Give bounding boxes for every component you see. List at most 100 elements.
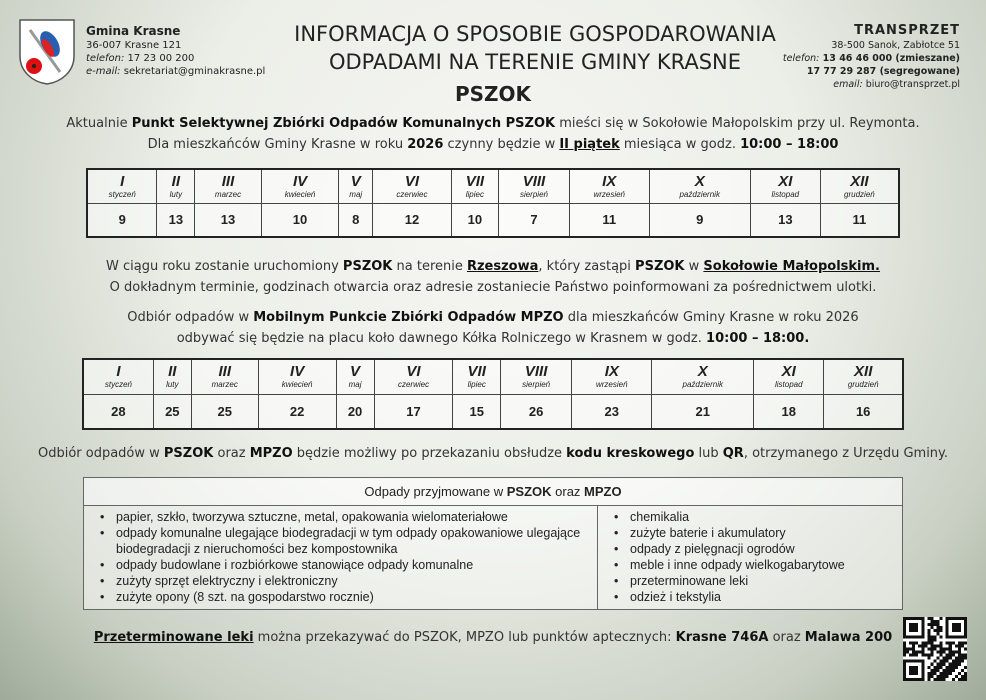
- month-name: grudzień: [847, 380, 879, 390]
- day-cell: 10: [260, 202, 340, 238]
- month-roman: III: [221, 172, 235, 190]
- day-cell: 20: [335, 393, 375, 430]
- month-name: listopad: [771, 189, 800, 199]
- title-line-1: INFORMACJA O SPOSOBIE GOSPODAROWANIA: [294, 22, 776, 46]
- month-roman: VIII: [522, 172, 546, 190]
- text: czynny będzie w: [443, 137, 560, 152]
- mpzo-text: Odbiór odpadów w Mobilnym Punkcie Zbiórk…: [0, 307, 986, 328]
- month-header: III marzec: [190, 358, 259, 395]
- month-header: VIII sierpień: [499, 358, 573, 395]
- text: odbywać się będzie na placu koło dawnego…: [176, 331, 707, 346]
- gmina-email: sekretariat@gminakrasne.pl: [120, 66, 266, 77]
- month-header: VI czerwiec: [373, 358, 454, 395]
- month-header: XII grudzień: [819, 168, 900, 204]
- month-header: II luty: [156, 168, 196, 204]
- text-bold: Krasne 746A: [675, 630, 769, 645]
- waste-item: papier, szkło, tworzywa sztuczne, metal,…: [84, 509, 597, 525]
- month-header: IX wrzesień: [568, 168, 650, 204]
- text: , który zastąpi: [538, 259, 636, 274]
- waste-item: odpady budowlane i rozbiórkowe stanowiąc…: [84, 557, 597, 573]
- day-cell: 7: [498, 202, 570, 238]
- month-roman: VII: [465, 172, 485, 190]
- waste-item: zużyte opony (8 szt. na gospodarstwo roc…: [84, 589, 597, 605]
- month-header: II luty: [152, 358, 192, 395]
- day-cell: 9: [86, 202, 158, 238]
- month-name: styczeń: [108, 189, 136, 199]
- text-bold: 10:00 – 18:00.: [706, 331, 810, 346]
- gmina-contact: Gmina Krasne 36-007 Krasne 121 telefon: …: [86, 24, 265, 78]
- text: mieści się w Sokołowie Małopolskim przy …: [555, 116, 920, 131]
- email-label: email:: [833, 79, 863, 90]
- month-roman: XI: [781, 363, 796, 381]
- qr-code: [903, 617, 967, 681]
- month-roman: I: [116, 363, 121, 381]
- month-roman: XII: [850, 172, 869, 190]
- month-header: VI czerwiec: [372, 168, 452, 204]
- phone-mixed: 13 46 46 000 (zmieszane): [819, 53, 960, 64]
- waste-item: meble i inne odpady wielkogabarytowe: [598, 557, 902, 573]
- month-roman: VI: [406, 363, 421, 381]
- text-bold: Punkt Selektywnej Zbiórki Odpadów Komuna…: [131, 116, 556, 131]
- month-header: IV kwiecień: [260, 168, 340, 204]
- month-roman: II: [168, 363, 177, 381]
- text-bold: Sokołowie Małopolskim.: [703, 259, 880, 274]
- accepted-waste-header: Odpady przyjmowane w PSZOK oraz MPZO: [84, 478, 902, 506]
- day-cell: 18: [753, 393, 825, 430]
- day-cell: 22: [257, 393, 337, 430]
- day-cell: 11: [819, 202, 900, 238]
- text-bold: PSZOK: [506, 484, 552, 499]
- month-header: XII grudzień: [823, 358, 904, 395]
- day-cell: 21: [651, 393, 755, 430]
- day-cell: 26: [499, 393, 573, 430]
- day-cell: 10: [450, 202, 500, 238]
- day-cell: 25: [152, 393, 192, 430]
- day-cell: 28: [82, 393, 154, 430]
- text-bold: PSZOK: [163, 446, 214, 461]
- day-cell: 8: [338, 202, 374, 238]
- text-bold: II piątek: [559, 137, 620, 152]
- mpzo-place-text: odbywać się będzie na placu koło dawnego…: [0, 328, 986, 349]
- waste-item: zużyte baterie i akumulatory: [598, 525, 902, 541]
- month-name: październik: [682, 380, 723, 390]
- text: na terenie: [392, 259, 467, 274]
- month-header: VII lipiec: [452, 358, 501, 395]
- month-name: wrzesień: [593, 189, 626, 199]
- text-bold: Rzeszowa: [466, 259, 539, 274]
- month-name: maj: [349, 189, 363, 199]
- month-header: VIII sierpień: [498, 168, 570, 204]
- day-cell: 16: [823, 393, 904, 430]
- month-name: grudzień: [844, 189, 875, 199]
- day-cell: 17: [373, 393, 454, 430]
- month-name: luty: [169, 189, 183, 199]
- month-name: styczeń: [104, 380, 132, 390]
- month-roman: VIII: [524, 363, 548, 381]
- month-name: lipiec: [467, 380, 486, 390]
- month-roman: X: [697, 363, 708, 381]
- text: Aktualnie: [66, 116, 132, 131]
- day-cell: 11: [568, 202, 650, 238]
- month-roman: XI: [778, 172, 793, 190]
- month-name: marzec: [211, 380, 238, 390]
- day-cell: 25: [190, 393, 259, 430]
- text: miesiąca w godz.: [619, 137, 741, 152]
- month-roman: IV: [292, 172, 308, 190]
- month-roman: I: [120, 172, 125, 190]
- pszok-location-text: Aktualnie Punkt Selektywnej Zbiórki Odpa…: [0, 113, 986, 134]
- month-header: IV kwiecień: [257, 358, 337, 395]
- month-name: październik: [679, 189, 720, 199]
- month-header: XI listopad: [753, 358, 825, 395]
- day-cell: 23: [571, 393, 653, 430]
- text: oraz: [768, 630, 805, 645]
- text-bold: MPZO: [249, 446, 293, 461]
- month-name: sierpień: [519, 189, 548, 199]
- text: Odpady przyjmowane w: [364, 484, 507, 499]
- text: W ciągu roku zostanie uruchomiony: [106, 259, 343, 274]
- waste-list-right: chemikaliazużyte baterie i akumulatoryod…: [598, 506, 902, 609]
- month-roman: IX: [604, 363, 619, 381]
